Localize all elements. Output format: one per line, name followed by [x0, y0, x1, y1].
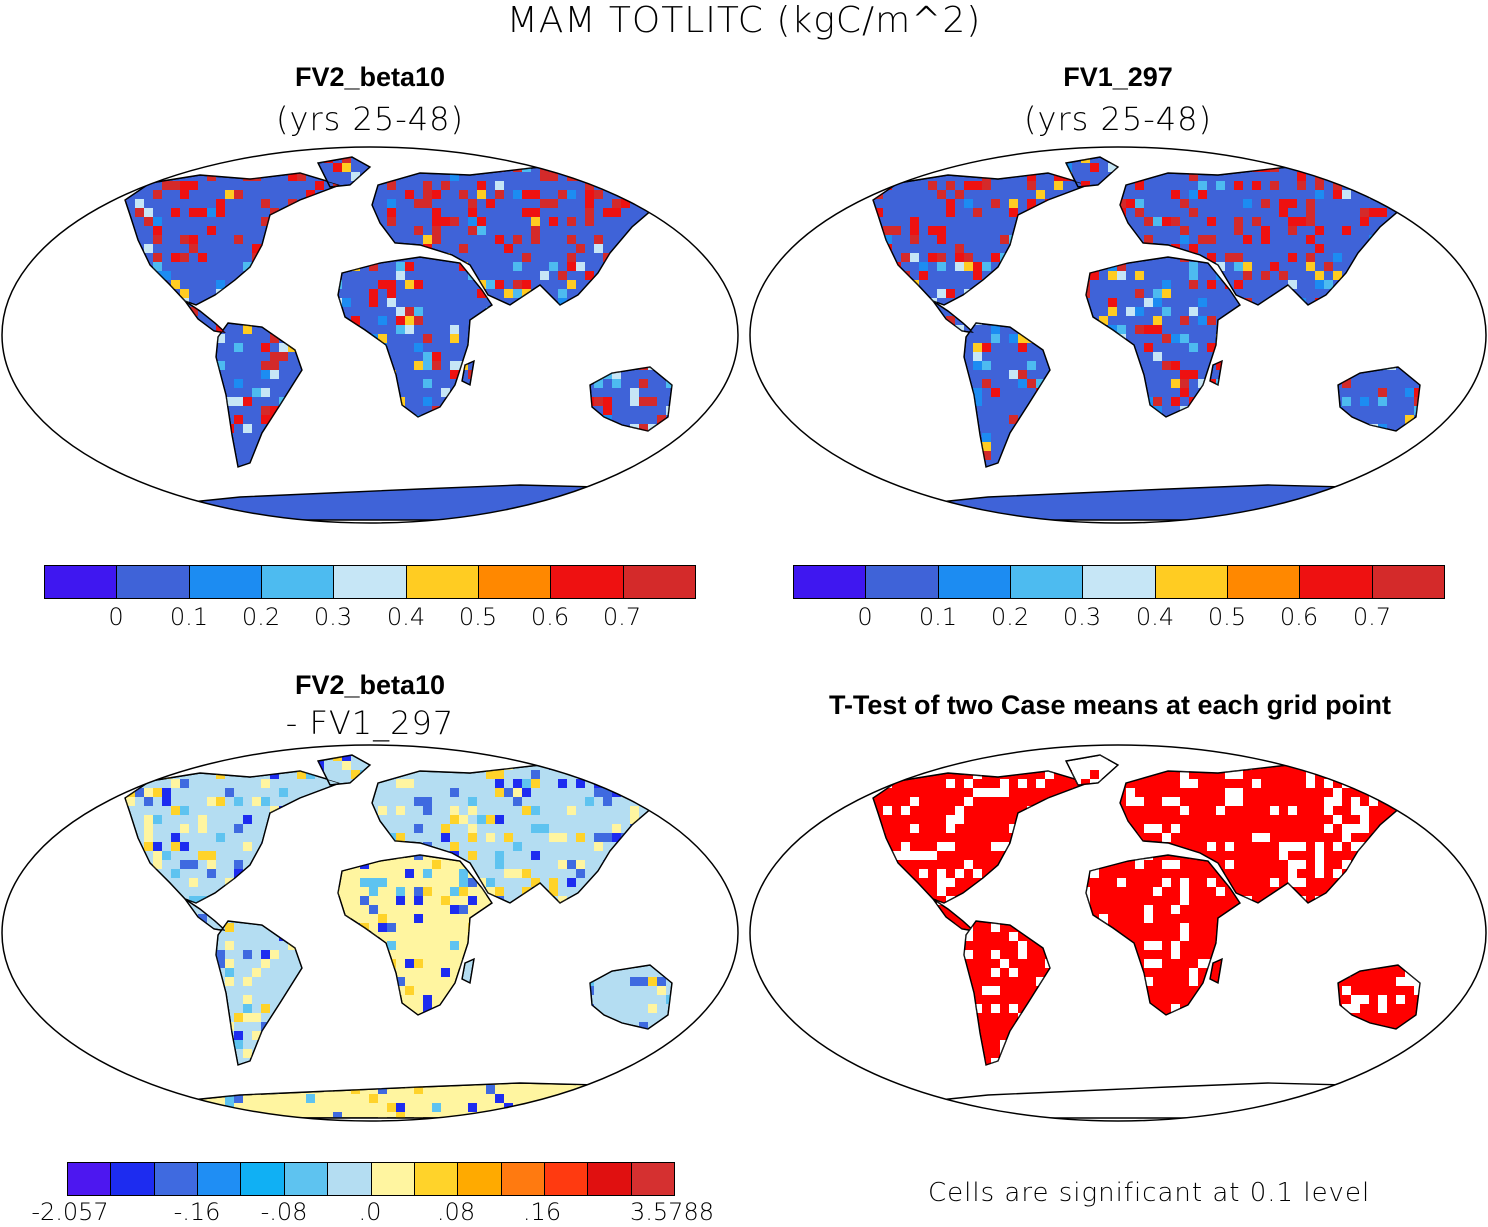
panel-3-subtitle: - FV1_297 [170, 704, 570, 742]
map-border [1, 146, 739, 524]
colorbar-swatch [198, 1163, 242, 1195]
map-panel-2 [749, 146, 1487, 524]
colorbar-swatch [1227, 566, 1301, 598]
colorbar-tick-label: 0.5 [459, 603, 497, 631]
continent-north-america [872, 172, 1091, 306]
significance-note: Cells are significant at 0.1 level [928, 1178, 1370, 1208]
continent-south-america [963, 920, 1051, 1066]
colorbar-tick-label: -.08 [261, 1198, 308, 1226]
continent-antarctica [888, 1082, 1350, 1119]
colorbar-swatch [866, 566, 939, 598]
colorbar-swatch [1010, 566, 1084, 598]
colorbar-swatch [241, 1163, 285, 1195]
colorbar-tick-label: 3.5788 [630, 1198, 714, 1226]
colorbar-tick-label: .08 [437, 1198, 475, 1226]
colorbar-swatch [328, 1163, 372, 1195]
colorbar-tick-label: 0.2 [991, 603, 1029, 631]
map-border [1, 744, 739, 1122]
colorbar-swatch [68, 1163, 112, 1195]
colorbar-swatch [794, 566, 867, 598]
panel-1-title: FV2_beta10 [170, 62, 570, 93]
colorbar-swatch [938, 566, 1011, 598]
continent-australia [589, 964, 673, 1030]
continent-antarctica [888, 484, 1350, 521]
panel-4-title: T-Test of two Case means at each grid po… [760, 690, 1460, 721]
colorbar-swatch [334, 566, 407, 598]
colorbar-swatch [501, 1163, 545, 1195]
colorbar-panel-3 [67, 1162, 675, 1196]
colorbar-tick-label: 0.2 [242, 603, 280, 631]
panel-2-subtitle: (yrs 25-48) [918, 100, 1318, 138]
colorbar-swatch [371, 1163, 415, 1195]
colorbar-swatch [406, 566, 479, 598]
colorbar-swatch [623, 566, 695, 598]
colorbar-swatch [117, 566, 190, 598]
colorbar-tick-label: 0.7 [603, 603, 641, 631]
map-border [749, 146, 1487, 524]
colorbar-tick-label: .16 [523, 1198, 561, 1226]
colorbar-tick-label: .0 [359, 1198, 382, 1226]
colorbar-swatch [458, 1163, 502, 1195]
colorbar-tick-label: 0.3 [1063, 603, 1101, 631]
colorbar-swatch [45, 566, 118, 598]
colorbar-tick-label: 0 [857, 603, 872, 631]
colorbar-swatch [414, 1163, 459, 1195]
map-panel-1 [1, 146, 739, 524]
colorbar-swatch [261, 566, 335, 598]
main-title: MAM TOTLITC (kgC/m^2) [0, 0, 1488, 41]
colorbar-tick-label: 0.6 [531, 603, 569, 631]
colorbar-swatch [189, 566, 262, 598]
colorbar-swatch [631, 1163, 675, 1195]
continent-antarctica [140, 484, 602, 521]
map-panel-3 [1, 744, 739, 1122]
colorbar-swatch [1155, 566, 1228, 598]
colorbar-tick-label: -.16 [174, 1198, 221, 1226]
colorbar-swatch [284, 1163, 329, 1195]
colorbar-swatch [1083, 566, 1156, 598]
panel-3-title: FV2_beta10 [170, 670, 570, 701]
colorbar-tick-label: 0.6 [1280, 603, 1318, 631]
colorbar-tick-label: 0.3 [314, 603, 352, 631]
map-border [749, 744, 1487, 1122]
colorbar-tick-label: -2.057 [31, 1198, 108, 1226]
colorbar-swatch [154, 1163, 199, 1195]
colorbar-tick-label: 0.4 [387, 603, 425, 631]
colorbar-panel-2 [793, 565, 1445, 599]
colorbar-swatch [111, 1163, 155, 1195]
colorbar-tick-label: 0.1 [170, 603, 208, 631]
colorbar-tick-label: 0.4 [1136, 603, 1174, 631]
colorbar-swatch [551, 566, 624, 598]
map-panel-4 [749, 744, 1487, 1122]
colorbar-tick-label: 0 [108, 603, 123, 631]
colorbar-tick-label: 0.7 [1353, 603, 1391, 631]
colorbar-tick-label: 0.1 [919, 603, 957, 631]
colorbar-tick-label: 0.5 [1208, 603, 1246, 631]
colorbar-swatch [1372, 566, 1444, 598]
colorbar-panel-1 [44, 565, 696, 599]
panel-1-subtitle: (yrs 25-48) [170, 100, 570, 138]
colorbar-swatch [588, 1163, 632, 1195]
panel-2-title: FV1_297 [918, 62, 1318, 93]
colorbar-swatch [1300, 566, 1373, 598]
colorbar-swatch [544, 1163, 589, 1195]
colorbar-swatch [478, 566, 552, 598]
